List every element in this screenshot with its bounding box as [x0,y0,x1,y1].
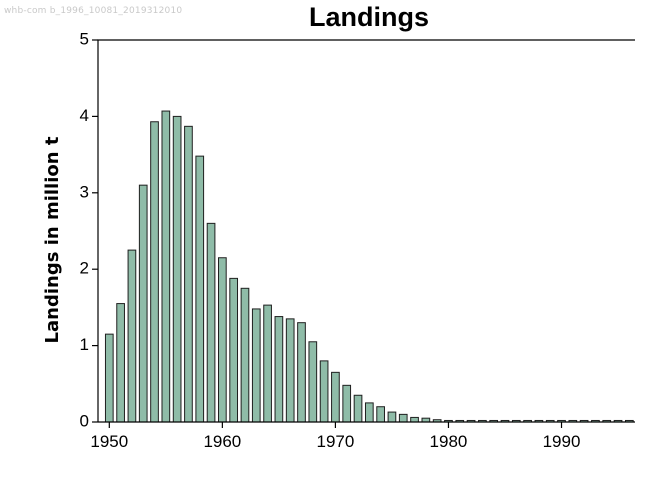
x-tick-label: 1960 [203,432,241,451]
bar-1964 [263,304,272,423]
bar-1977 [410,416,419,423]
bar-1950 [104,333,114,423]
bar-1976 [398,413,408,423]
bar-1965 [274,316,284,423]
bar-1967 [297,322,306,423]
y-axis-label: Landings in million t [42,136,63,343]
y-tick-label: 1 [80,335,89,354]
y-tick-label: 5 [80,29,89,48]
bar-1963 [251,308,261,423]
bar-1961 [229,277,239,423]
y-tick-label: 4 [80,106,89,125]
bar-1974 [376,406,385,423]
bar-1956 [172,115,182,423]
bar-1968 [308,341,318,423]
bar-1954 [150,121,159,423]
y-tick-label: 2 [80,259,89,278]
bar-1960 [218,257,227,423]
bar-1958 [195,155,205,423]
bar-1969 [319,360,329,423]
bar-1953 [138,184,148,423]
bar-1972 [353,394,363,423]
x-tick-label: 1990 [543,432,581,451]
bar-1952 [127,249,137,423]
chart-title: Landings [309,2,429,32]
bar-1962 [240,287,250,423]
x-tick-label: 1970 [316,432,354,451]
x-tick-label: 1980 [430,432,468,451]
y-ticks-group: 0 1 2 3 4 5 [80,29,98,430]
bar-1955 [161,110,171,423]
x-tick-label: 1950 [90,432,128,451]
x-ticks-group: 1950 1960 1970 1980 1990 [90,422,580,451]
bar-1951 [116,303,125,423]
bar-1975 [387,411,397,423]
bar-1957 [184,125,193,423]
bars-group [104,110,634,423]
y-tick-label: 3 [80,182,89,201]
watermark-text: whb-com b_1996_10081_2019312010 [4,6,183,16]
bar-1959 [206,222,216,423]
y-tick-label: 0 [80,411,89,430]
bar-1970 [331,371,340,423]
bar-1966 [285,318,295,423]
bar-1973 [364,402,374,423]
bar-1971 [342,384,352,423]
